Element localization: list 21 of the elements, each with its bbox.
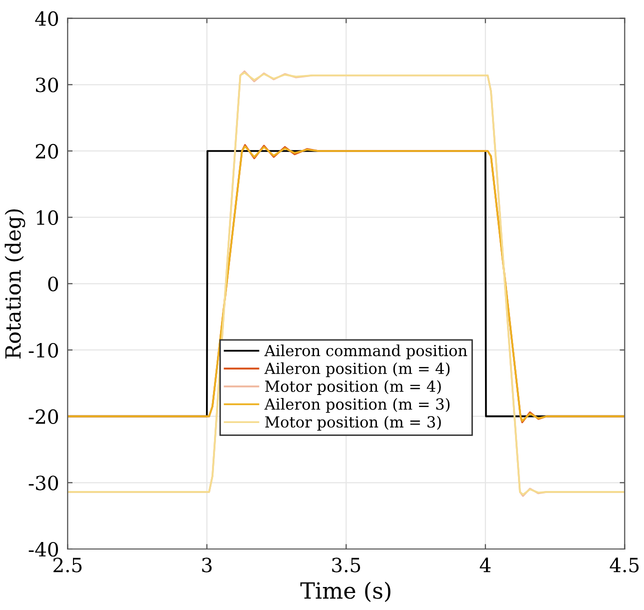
y-tick-label: 30 bbox=[36, 78, 58, 92]
y-tick-label: 20 bbox=[36, 144, 58, 159]
y-tick-label: -10 bbox=[28, 342, 58, 358]
legend-label: Aileron position (m = 4) bbox=[264, 362, 450, 378]
y-tick-label: -30 bbox=[28, 476, 58, 490]
x-tick-label: 4 bbox=[480, 558, 491, 572]
x-axis-title: Time (s) bbox=[300, 582, 390, 602]
x-tick-label: 2.5 bbox=[53, 558, 82, 572]
legend-label: Motor position (m = 4) bbox=[265, 380, 441, 395]
y-tick-label: 10 bbox=[36, 210, 58, 225]
legend-label: Aileron position (m = 3) bbox=[264, 398, 450, 413]
y-tick-label: 0 bbox=[48, 276, 58, 292]
x-tick-label: 3.5 bbox=[332, 558, 360, 572]
legend-label: Aileron command position bbox=[264, 344, 468, 360]
x-tick-label: 3 bbox=[202, 558, 212, 572]
y-axis-title: Rotation (deg) bbox=[4, 209, 26, 358]
y-tick-label: -40 bbox=[28, 542, 58, 557]
x-tick-label: 4.5 bbox=[610, 558, 639, 572]
legend-label: Motor position (m = 3) bbox=[265, 416, 441, 431]
y-tick-label: 40 bbox=[35, 11, 58, 26]
y-tick-label: -20 bbox=[28, 409, 58, 424]
